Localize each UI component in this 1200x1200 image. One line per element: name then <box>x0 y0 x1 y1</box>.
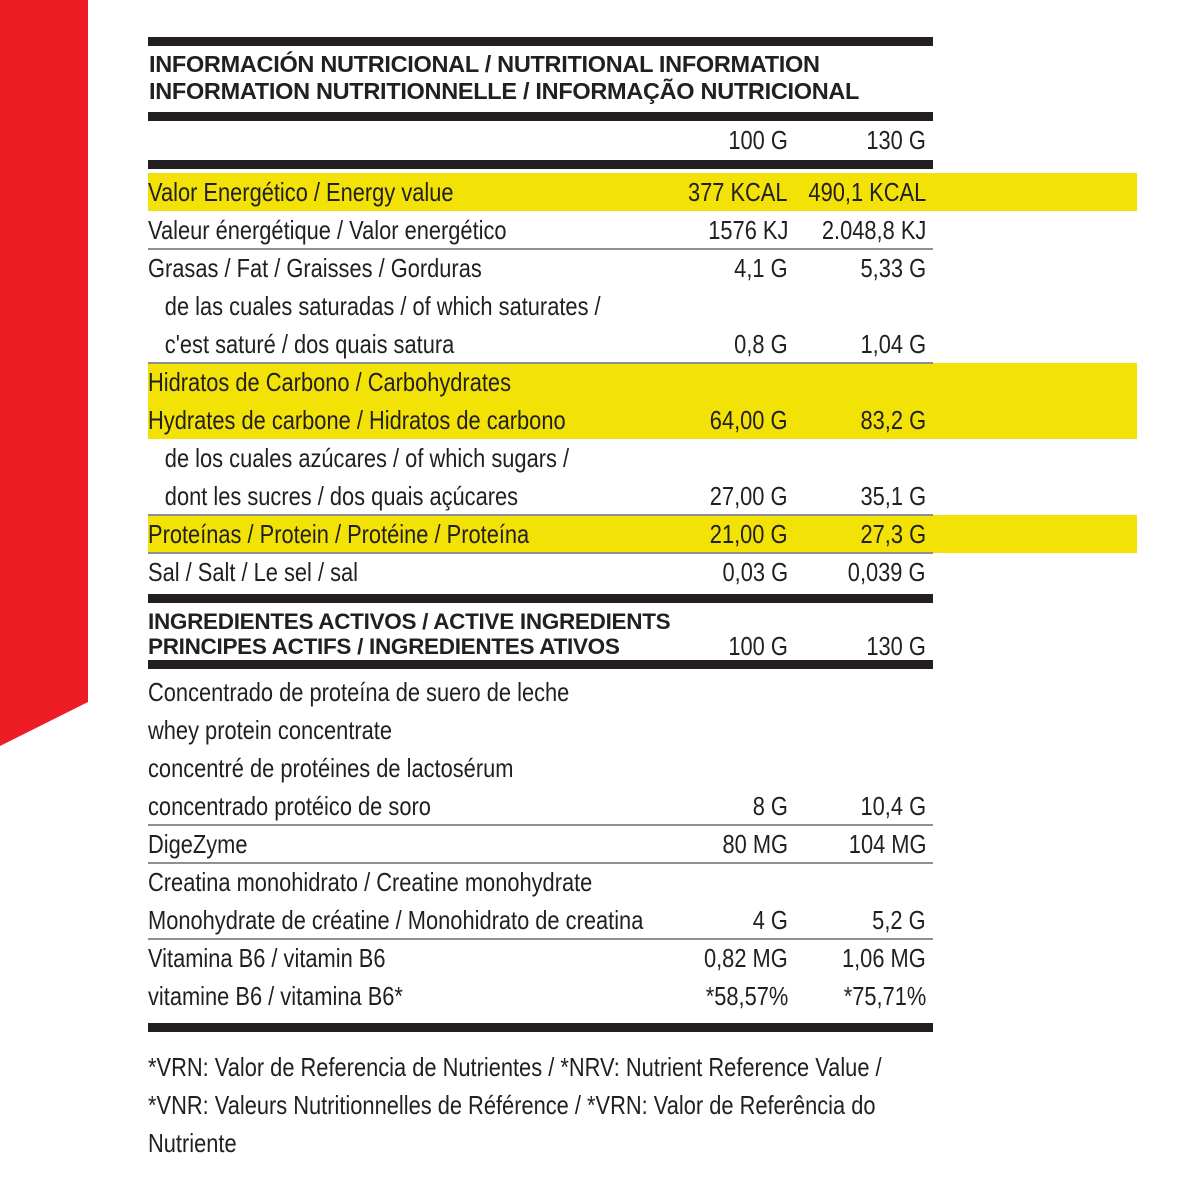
row-label: Proteínas / Protein / Protéine / Proteín… <box>148 518 530 549</box>
row-label: Monohydrate de créatine / Monohidrato de… <box>148 904 644 935</box>
table-row-saturates-line1: de las cuales saturadas / of which satur… <box>148 287 1137 325</box>
row-value-130g: 83,2 G <box>860 405 926 435</box>
row-value-100g: 377 KCAL <box>688 177 788 207</box>
column-header-100g: 100 G <box>728 125 788 155</box>
column-header-row: 100 G 130 G <box>148 121 1137 160</box>
table-row-whey-line3: concentré de protéines de lactosérum <box>148 749 1137 787</box>
row-value-130g: 1,06 MG <box>842 943 926 973</box>
row-value-100g: 27,00 G <box>710 481 788 511</box>
row-value-100g: 1576 KJ <box>707 215 788 245</box>
row-value-130g: 490,1 KCAL <box>808 177 926 207</box>
divider-bar <box>148 594 933 603</box>
divider-bar-top <box>148 37 933 46</box>
footnote: *VRN: Valor de Referencia de Nutrientes … <box>148 1048 1137 1162</box>
divider-bar <box>148 112 933 121</box>
table-title: INFORMACIÓN NUTRICIONAL / NUTRITIONAL IN… <box>148 46 1137 112</box>
table-row-whey-line1: Concentrado de proteína de suero de lech… <box>148 673 1137 711</box>
row-value-130g: 2.048,8 KJ <box>821 215 926 245</box>
row-value-100g: 4 G <box>752 905 788 935</box>
active-ingredients-header-line2: PRINCIPES ACTIFS / INGREDIENTES ATIVOS <box>148 634 620 659</box>
row-label: whey protein concentrate <box>148 714 393 745</box>
row-value-130g: 1,04 G <box>860 329 926 359</box>
row-label: dont les sucres / dos quais açúcares <box>164 480 519 511</box>
table-row-saturates-line2: c'est saturé / dos quais satura 0,8 G 1,… <box>148 325 1137 364</box>
row-label: Creatina monohidrato / Creatine monohydr… <box>148 866 593 897</box>
row-value-100g: 8 G <box>752 791 788 821</box>
row-value-130g: 104 MG <box>848 829 926 859</box>
row-value-100g: *58,57% <box>705 981 788 1011</box>
row-value-130g: 10,4 G <box>860 791 926 821</box>
row-value-130g: 27,3 G <box>860 519 926 549</box>
row-label: Grasas / Fat / Graisses / Gorduras <box>148 252 482 283</box>
row-value-130g: 5,33 G <box>860 253 926 283</box>
table-row-creatine-line2: Monohydrate de créatine / Monohidrato de… <box>148 901 1137 940</box>
row-value-100g: 0,03 G <box>722 557 788 587</box>
table-row-sugars-line1: de los cuales azúcares / of which sugars… <box>148 439 1137 477</box>
row-label: Vitamina B6 / vitamin B6 <box>148 942 386 973</box>
row-value-130g: 0,039 G <box>848 557 926 587</box>
row-label: vitamine B6 / vitamina B6* <box>148 980 403 1011</box>
table-row-energy-kj: Valeur énergétique / Valor energético 15… <box>148 211 1137 250</box>
row-value-100g: 64,00 G <box>710 405 788 435</box>
row-label: Hidratos de Carbono / Carbohydrates <box>148 366 511 397</box>
table-row-vitamin-b6-nrv: vitamine B6 / vitamina B6* *58,57% *75,7… <box>148 977 1137 1015</box>
row-value-100g: 0,8 G <box>734 329 788 359</box>
row-value-100g: 21,00 G <box>710 519 788 549</box>
footnote-line2: *VNR: Valeurs Nutritionnelles de Référen… <box>148 1090 876 1120</box>
row-label: Sal / Salt / Le sel / sal <box>148 556 359 587</box>
table-row-digezyme: DigeZyme 80 MG 104 MG <box>148 825 1137 864</box>
column-header-100g: 100 G <box>728 631 788 661</box>
row-label: DigeZyme <box>148 828 248 859</box>
table-row-carbohydrates-line2: Hydrates de carbone / Hidratos de carbon… <box>148 401 1137 439</box>
row-label: de las cuales saturadas / of which satur… <box>164 290 601 321</box>
divider-bar-bottom <box>148 1023 933 1032</box>
row-label: c'est saturé / dos quais satura <box>164 328 455 359</box>
row-value-130g: *75,71% <box>843 981 926 1011</box>
row-value-100g: 4,1 G <box>734 253 788 283</box>
active-ingredients-header-line1: INGREDIENTES ACTIVOS / ACTIVE INGREDIENT… <box>148 609 671 634</box>
row-label: concentrado protéico de soro <box>148 790 431 821</box>
footnote-line1: *VRN: Valor de Referencia de Nutrientes … <box>148 1052 882 1082</box>
table-row-carbohydrates-line1: Hidratos de Carbono / Carbohydrates <box>148 363 1137 401</box>
divider-bar <box>148 160 933 169</box>
table-row-energy-kcal: Valor Energético / Energy value 377 KCAL… <box>148 173 1137 211</box>
column-header-130g: 130 G <box>866 125 926 155</box>
active-ingredients-header: INGREDIENTES ACTIVOS / ACTIVE INGREDIENT… <box>148 603 1137 660</box>
row-label: Concentrado de proteína de suero de lech… <box>148 676 570 707</box>
nutrition-facts-table: INFORMACIÓN NUTRICIONAL / NUTRITIONAL IN… <box>148 37 1137 1162</box>
row-value-130g: 35,1 G <box>860 481 926 511</box>
row-label: Valeur énergétique / Valor energético <box>148 214 507 245</box>
row-label: Hydrates de carbone / Hidratos de carbon… <box>148 404 566 435</box>
ingredients-rows: Concentrado de proteína de suero de lech… <box>148 673 1137 1015</box>
divider-bar <box>148 660 933 669</box>
table-title-line2: INFORMATION NUTRITIONNELLE / INFORMAÇÃO … <box>149 78 860 104</box>
red-corner-ribbon <box>0 0 88 746</box>
row-value-130g: 5,2 G <box>872 905 926 935</box>
table-row-creatine-line1: Creatina monohidrato / Creatine monohydr… <box>148 863 1137 901</box>
footnote-line3: Nutriente <box>148 1128 237 1158</box>
row-label: concentré de protéines de lactosérum <box>148 752 514 783</box>
table-title-line1: INFORMACIÓN NUTRICIONAL / NUTRITIONAL IN… <box>149 51 820 77</box>
column-header-130g: 130 G <box>866 631 926 661</box>
table-row-fat: Grasas / Fat / Graisses / Gorduras 4,1 G… <box>148 249 1137 287</box>
table-row-whey-line4: concentrado protéico de soro 8 G 10,4 G <box>148 787 1137 826</box>
nutrition-rows: Valor Energético / Energy value 377 KCAL… <box>148 173 1137 591</box>
row-value-100g: 80 MG <box>722 829 788 859</box>
row-label: de los cuales azúcares / of which sugars… <box>164 442 570 473</box>
row-label: Valor Energético / Energy value <box>148 176 454 207</box>
table-row-sugars-line2: dont les sucres / dos quais açúcares 27,… <box>148 477 1137 516</box>
table-row-protein: Proteínas / Protein / Protéine / Proteín… <box>148 515 1137 554</box>
table-row-whey-line2: whey protein concentrate <box>148 711 1137 749</box>
row-value-100g: 0,82 MG <box>704 943 788 973</box>
table-row-vitamin-b6: Vitamina B6 / vitamin B6 0,82 MG 1,06 MG <box>148 939 1137 977</box>
table-row-salt: Sal / Salt / Le sel / sal 0,03 G 0,039 G <box>148 553 1137 591</box>
